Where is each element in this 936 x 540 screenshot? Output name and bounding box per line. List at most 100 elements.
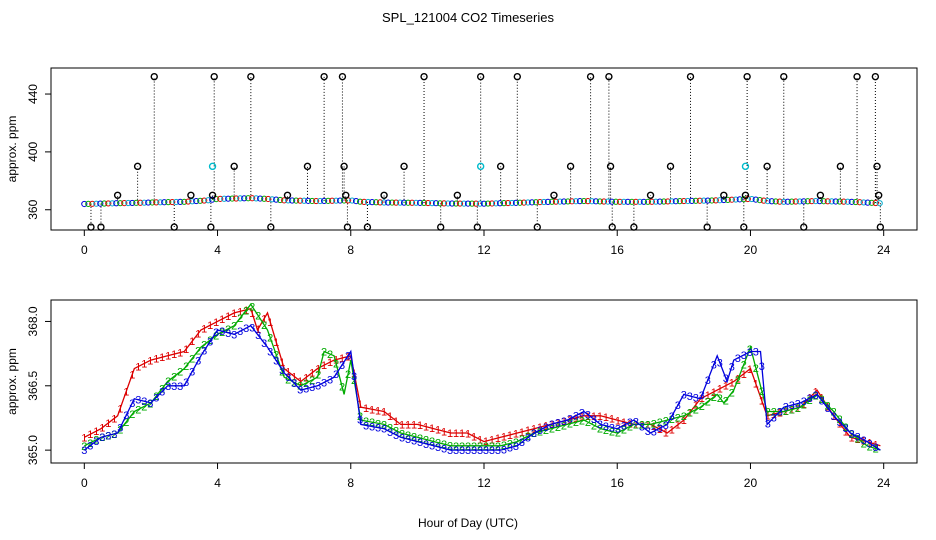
series-marker-1: 1 <box>447 428 453 440</box>
series-marker-1: 1 <box>237 306 243 318</box>
x-tick-label: 0 <box>81 476 88 490</box>
series-marker-1: 1 <box>195 328 201 340</box>
outlier-point <box>513 72 522 81</box>
outlier-point <box>342 191 350 199</box>
baseline-point <box>424 199 432 207</box>
series-marker-1: 1 <box>771 409 777 421</box>
series-marker-1: 1 <box>597 411 603 423</box>
series-marker-3: 3 <box>663 420 669 432</box>
outlier-point <box>267 223 275 231</box>
x-tick-label: 24 <box>877 476 891 490</box>
series-marker-2: 2 <box>585 417 591 429</box>
outlier-point <box>303 162 312 171</box>
baseline-point <box>708 197 715 204</box>
baseline-point <box>205 197 212 204</box>
baseline-point <box>201 197 208 204</box>
series-marker-3: 3 <box>783 402 789 414</box>
series-marker-3: 3 <box>135 395 141 407</box>
outlier-point <box>87 223 95 231</box>
series-marker-2: 2 <box>717 393 723 405</box>
baseline-point <box>808 198 815 205</box>
series-marker-2: 2 <box>195 346 201 358</box>
outlier-point <box>133 162 142 171</box>
series-marker-1: 1 <box>147 355 153 367</box>
series-marker-3: 3 <box>261 338 267 350</box>
series-marker-3: 3 <box>735 353 741 365</box>
series-marker-1: 1 <box>567 414 573 426</box>
plot-frame <box>50 67 918 231</box>
baseline-point <box>764 198 771 205</box>
series-marker-2: 2 <box>867 442 873 454</box>
baseline-point <box>289 197 296 204</box>
series-marker-1: 1 <box>585 411 591 423</box>
series-marker-2: 2 <box>363 416 369 428</box>
baseline-point <box>776 198 783 205</box>
series-marker-1: 1 <box>105 418 111 430</box>
x-tick-label: 16 <box>611 476 625 490</box>
series-marker-3: 3 <box>369 421 375 433</box>
series-marker-3: 3 <box>375 423 381 435</box>
baseline-point <box>444 200 452 207</box>
series-marker-2: 2 <box>543 425 549 437</box>
outlier-point <box>208 191 217 199</box>
series-marker-1: 1 <box>369 404 375 416</box>
series-marker-2: 2 <box>399 428 405 440</box>
series-marker-1: 1 <box>303 372 309 384</box>
series-marker-2: 2 <box>411 431 417 443</box>
series-marker-2: 2 <box>345 369 351 381</box>
series-marker-2: 2 <box>219 327 225 339</box>
series-marker-3: 3 <box>561 416 567 428</box>
series-marker-3: 3 <box>651 426 657 438</box>
series-marker-2: 2 <box>603 425 609 437</box>
series-line-1 <box>84 307 881 447</box>
baseline-point <box>704 197 711 204</box>
baseline-point <box>868 199 875 206</box>
series-marker-2: 2 <box>651 419 657 431</box>
series-marker-3: 3 <box>699 390 705 402</box>
baseline-point <box>792 198 799 205</box>
series-marker-2: 2 <box>369 417 375 429</box>
series-marker-2: 2 <box>753 363 759 375</box>
baseline-point <box>556 198 564 205</box>
series-marker-3: 3 <box>675 400 681 412</box>
series-marker-1: 1 <box>339 353 345 365</box>
baseline-point <box>153 199 160 206</box>
baseline-point <box>684 197 691 205</box>
outlier-point <box>630 223 638 231</box>
x-tick-label: 24 <box>877 243 891 257</box>
y-tick-label: 400 <box>26 142 40 162</box>
baseline-point <box>440 200 448 207</box>
series-marker-3: 3 <box>627 417 633 429</box>
series-marker-1: 1 <box>165 351 171 363</box>
baseline-point <box>464 200 472 207</box>
outlier-point <box>476 72 485 81</box>
series-marker-1: 1 <box>837 419 843 431</box>
series-marker-2: 2 <box>375 418 381 430</box>
baseline-point <box>668 198 675 205</box>
series-marker-3: 3 <box>591 414 597 426</box>
series-marker-3: 3 <box>255 330 261 342</box>
outlier-point <box>586 72 595 81</box>
baseline-point <box>564 198 572 205</box>
baseline-point <box>329 197 336 204</box>
baseline-point <box>428 200 436 207</box>
series-marker-1: 1 <box>747 364 753 376</box>
baseline-point <box>756 197 763 204</box>
series-marker-1: 1 <box>261 314 267 326</box>
baseline-point <box>772 198 779 205</box>
series-marker-3: 3 <box>645 426 651 438</box>
series-marker-3: 3 <box>765 419 771 431</box>
series-marker-2: 2 <box>501 440 507 452</box>
baseline-point <box>337 197 344 204</box>
series-marker-1: 1 <box>315 363 321 375</box>
baseline-point <box>512 199 520 206</box>
baseline-point <box>496 200 504 207</box>
series-marker-2: 2 <box>609 427 615 439</box>
x-tick-label: 4 <box>214 476 221 490</box>
series-marker-2: 2 <box>201 340 207 352</box>
outlier-point <box>605 72 613 81</box>
baseline-point <box>652 198 659 205</box>
outlier-point <box>743 72 751 81</box>
outlier-point <box>473 223 482 231</box>
baseline-point <box>161 199 168 206</box>
